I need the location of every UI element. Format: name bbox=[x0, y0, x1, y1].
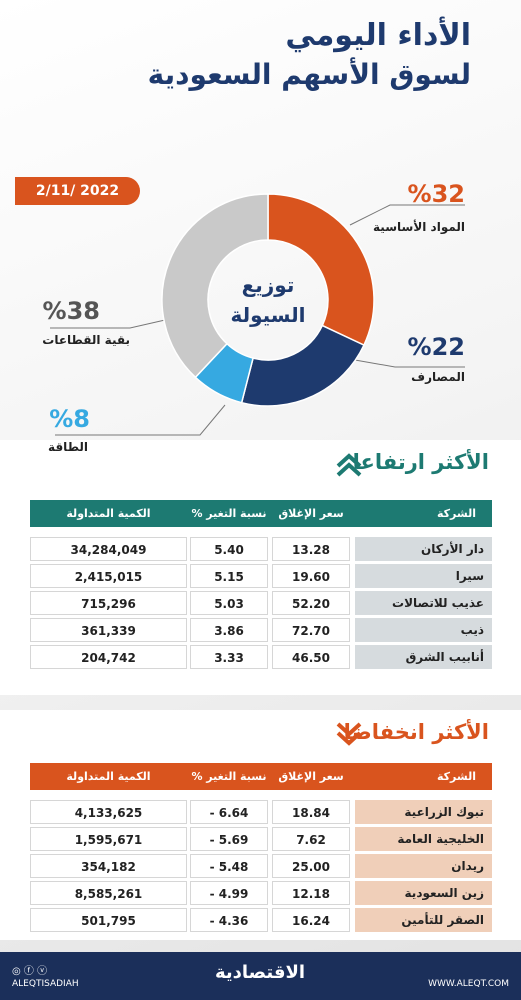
pie-category-label: بقية القطاعات bbox=[42, 333, 130, 347]
pie-category-label: الطاقة bbox=[48, 440, 88, 454]
table-header-cell: نسبة التغير % bbox=[191, 507, 267, 520]
table-header-cell: سعر الإغلاق bbox=[278, 507, 344, 520]
table-cell: 13.28 bbox=[272, 537, 350, 561]
table-cell: 19.60 bbox=[272, 564, 350, 588]
company-cell: دار الأركان bbox=[355, 537, 492, 561]
table-cell: 72.70 bbox=[272, 618, 350, 642]
table-cell: 8,585,261 bbox=[30, 881, 187, 905]
pie-slice bbox=[161, 193, 269, 379]
table-header-cell: الكمية المتداولة bbox=[66, 770, 151, 783]
table-header-cell: الكمية المتداولة bbox=[66, 507, 151, 520]
table-cell: 3.86 bbox=[190, 618, 268, 642]
title-line-1: الأداء اليومي bbox=[285, 18, 471, 53]
pie-chart bbox=[50, 193, 465, 436]
table-cell: - 5.69 bbox=[190, 827, 268, 851]
leader-line bbox=[354, 359, 465, 368]
leader-line bbox=[50, 319, 166, 329]
leader-lines bbox=[50, 204, 465, 436]
table-header-bar bbox=[30, 763, 492, 790]
table-cell: - 6.64 bbox=[190, 800, 268, 824]
pie-slice bbox=[240, 324, 365, 407]
pie-value-label: %38 bbox=[42, 297, 100, 325]
table-header-cell: نسبة التغير % bbox=[191, 770, 267, 783]
table-cell: 354,182 bbox=[30, 854, 187, 878]
table-cell: 715,296 bbox=[30, 591, 187, 615]
table-header-cell: الشركة bbox=[436, 770, 476, 783]
pie-value-label: %8 bbox=[49, 405, 90, 433]
pie-category-label: المواد الأساسية bbox=[373, 220, 465, 234]
company-cell: الخليجية العامة bbox=[355, 827, 492, 851]
pie-slice bbox=[267, 193, 375, 347]
table-cell: 5.40 bbox=[190, 537, 268, 561]
company-cell: الصقر للتأمين bbox=[355, 908, 492, 932]
leader-line bbox=[55, 404, 226, 436]
table-cell: 52.20 bbox=[272, 591, 350, 615]
social-icons: ◎ ⓕ ⓥ bbox=[12, 966, 48, 977]
company-cell: أنابيب الشرق bbox=[355, 645, 492, 669]
table-cell: 204,742 bbox=[30, 645, 187, 669]
table-cell: 25.00 bbox=[272, 854, 350, 878]
footer-site: WWW.ALEQT.COM bbox=[428, 979, 509, 989]
table-cell: 501,795 bbox=[30, 908, 187, 932]
table-cell: 34,284,049 bbox=[30, 537, 187, 561]
table-cell: - 4.36 bbox=[190, 908, 268, 932]
table-header-cell: سعر الإغلاق bbox=[278, 770, 344, 783]
table-cell: 4,133,625 bbox=[30, 800, 187, 824]
table-cell: 46.50 bbox=[272, 645, 350, 669]
table-header-bar bbox=[30, 500, 492, 527]
footer-handle: ALEQTISADIAH bbox=[12, 979, 79, 989]
company-cell: زين السعودية bbox=[355, 881, 492, 905]
pie-value-label: %32 bbox=[407, 180, 465, 208]
company-cell: عذيب للاتصالات bbox=[355, 591, 492, 615]
down-icon bbox=[336, 722, 362, 746]
table-cell: - 4.99 bbox=[190, 881, 268, 905]
table-cell: 12.18 bbox=[272, 881, 350, 905]
table-cell: 16.24 bbox=[272, 908, 350, 932]
date-badge: 2/11/ 2022 bbox=[15, 177, 140, 205]
company-cell: تبوك الزراعية bbox=[355, 800, 492, 824]
company-cell: سيرا bbox=[355, 564, 492, 588]
table-cell: 2,415,015 bbox=[30, 564, 187, 588]
table-cell: 1,595,671 bbox=[30, 827, 187, 851]
pie-value-label: %22 bbox=[407, 333, 465, 361]
footer: ◎ ⓕ ⓥ ALEQTISADIAH الاقتصادية WWW.ALEQT.… bbox=[0, 952, 521, 1000]
table-cell: 361,339 bbox=[30, 618, 187, 642]
leader-line bbox=[349, 204, 465, 226]
table-cell: 5.03 bbox=[190, 591, 268, 615]
company-cell: ذيب bbox=[355, 618, 492, 642]
title-line-2: لسوق الأسهم السعودية bbox=[147, 58, 471, 91]
table-cell: 3.33 bbox=[190, 645, 268, 669]
table-cell: 5.15 bbox=[190, 564, 268, 588]
gainers-title: الأكثر ارتفاعا bbox=[352, 450, 489, 474]
table-cell: - 5.48 bbox=[190, 854, 268, 878]
pie-center-title: توزيع السيولة bbox=[230, 273, 306, 327]
table-cell: 18.84 bbox=[272, 800, 350, 824]
footer-logo: الاقتصادية bbox=[214, 962, 306, 983]
pie-category-label: المصارف bbox=[411, 370, 465, 384]
up-icon bbox=[336, 453, 362, 477]
company-cell: ريدان bbox=[355, 854, 492, 878]
table-header-cell: الشركة bbox=[436, 507, 476, 520]
losers-title: الأكثر انخفاضا bbox=[343, 720, 489, 744]
table-cell: 7.62 bbox=[272, 827, 350, 851]
